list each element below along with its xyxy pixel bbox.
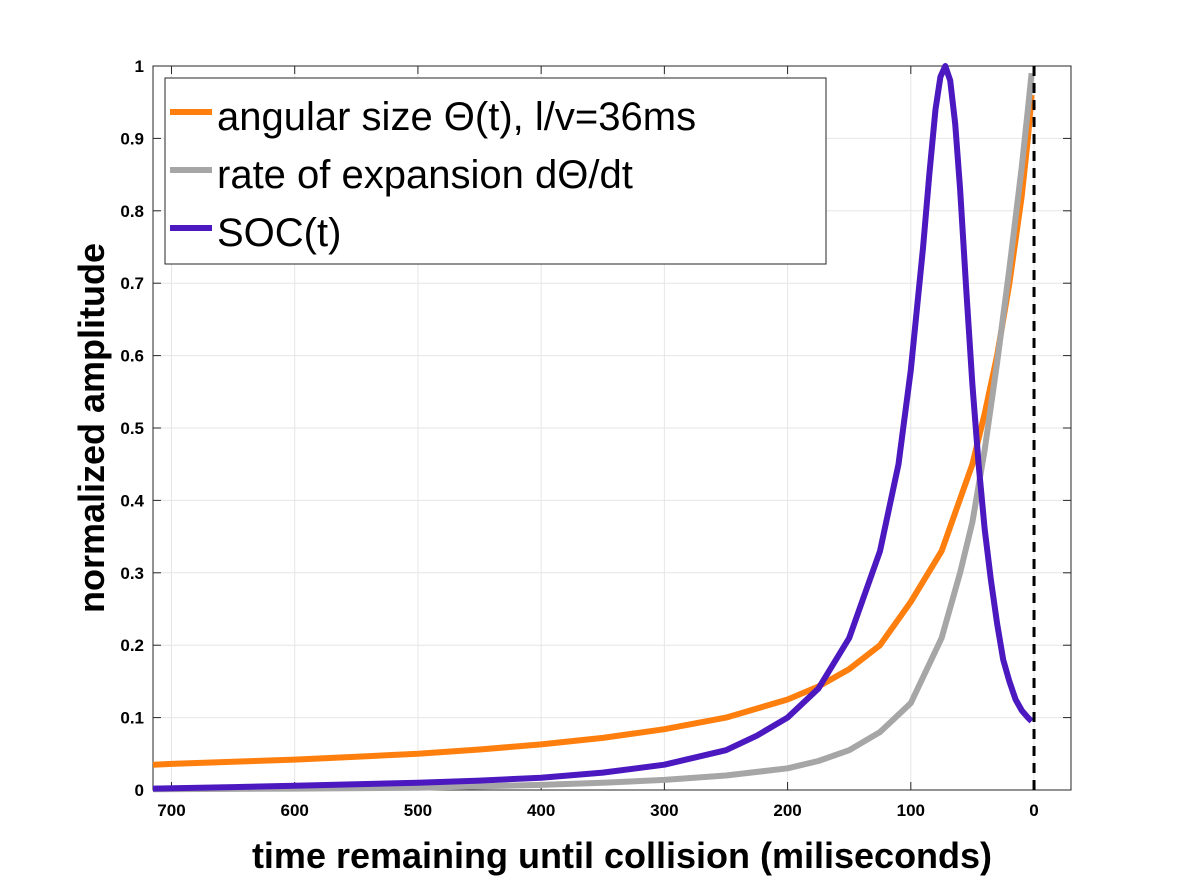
legend: angular size Θ(t), l/v=36ms rate of expan…: [164, 77, 827, 265]
x-tick-label: 600: [281, 801, 309, 820]
series-line-1: [152, 72, 1035, 793]
data-series: [152, 63, 1035, 793]
y-tick-label: 0.3: [120, 564, 144, 583]
y-tick-label: 0.7: [120, 274, 144, 293]
y-tick-label: 0.9: [120, 129, 144, 148]
x-tick-label: 400: [527, 801, 555, 820]
x-tick-label: 300: [650, 801, 678, 820]
y-tick-label: 0: [135, 781, 144, 800]
y-tick-label: 0.6: [120, 347, 144, 366]
y-tick-label: 0.5: [120, 419, 144, 438]
legend-entry-2: SOC(t): [217, 211, 341, 255]
x-tick-label: 0: [1029, 801, 1038, 820]
legend-entry-0: angular size Θ(t), l/v=36ms: [217, 95, 696, 139]
y-tick-label: 0.1: [120, 709, 144, 728]
axis-ticks: 700 600 500 400 300 200 100 0 0 0.1 0.2 0.3 0.4 0.5 0.…: [120, 57, 1071, 820]
y-tick-label: 0.4: [120, 491, 144, 510]
y-tick-label: 0.8: [120, 202, 144, 221]
y-tick-label: 1: [135, 57, 144, 76]
x-tick-label: 100: [897, 801, 925, 820]
x-tick-label: 700: [157, 801, 185, 820]
y-tick-label: 0.2: [120, 636, 144, 655]
y-axis-label: normalized amplitude: [71, 243, 112, 613]
x-tick-label: 500: [404, 801, 432, 820]
x-axis-label: time remaining until collision (miliseco…: [252, 835, 992, 876]
legend-entry-1: rate of expansion dΘ/dt: [217, 153, 633, 197]
series-line-2: [152, 63, 1034, 792]
legend-box: [164, 77, 827, 265]
x-tick-label: 200: [773, 801, 801, 820]
